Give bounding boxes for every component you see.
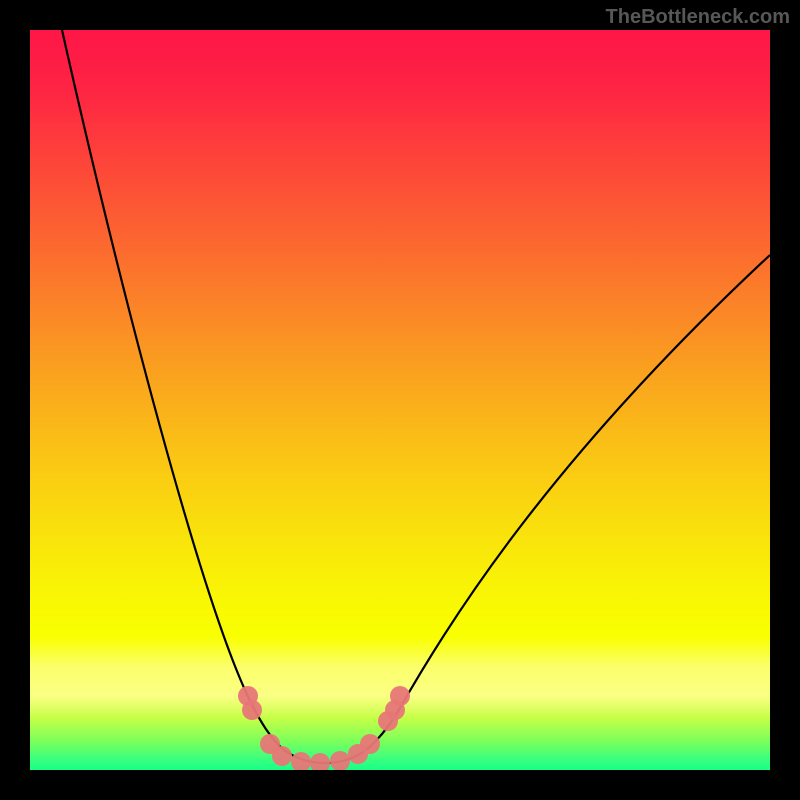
marker-point bbox=[360, 734, 380, 754]
marker-point bbox=[242, 700, 262, 720]
plot-area bbox=[30, 30, 770, 770]
marker-point bbox=[272, 746, 292, 766]
watermark-text: TheBottleneck.com bbox=[606, 6, 790, 29]
chart-container: TheBottleneck.com bbox=[0, 0, 800, 800]
marker-point bbox=[310, 753, 330, 770]
marker-point bbox=[330, 751, 350, 770]
marker-point bbox=[291, 752, 311, 770]
curve-layer bbox=[30, 30, 770, 770]
bottleneck-curve bbox=[62, 30, 770, 763]
curve-markers bbox=[238, 686, 410, 770]
marker-point bbox=[390, 686, 410, 706]
